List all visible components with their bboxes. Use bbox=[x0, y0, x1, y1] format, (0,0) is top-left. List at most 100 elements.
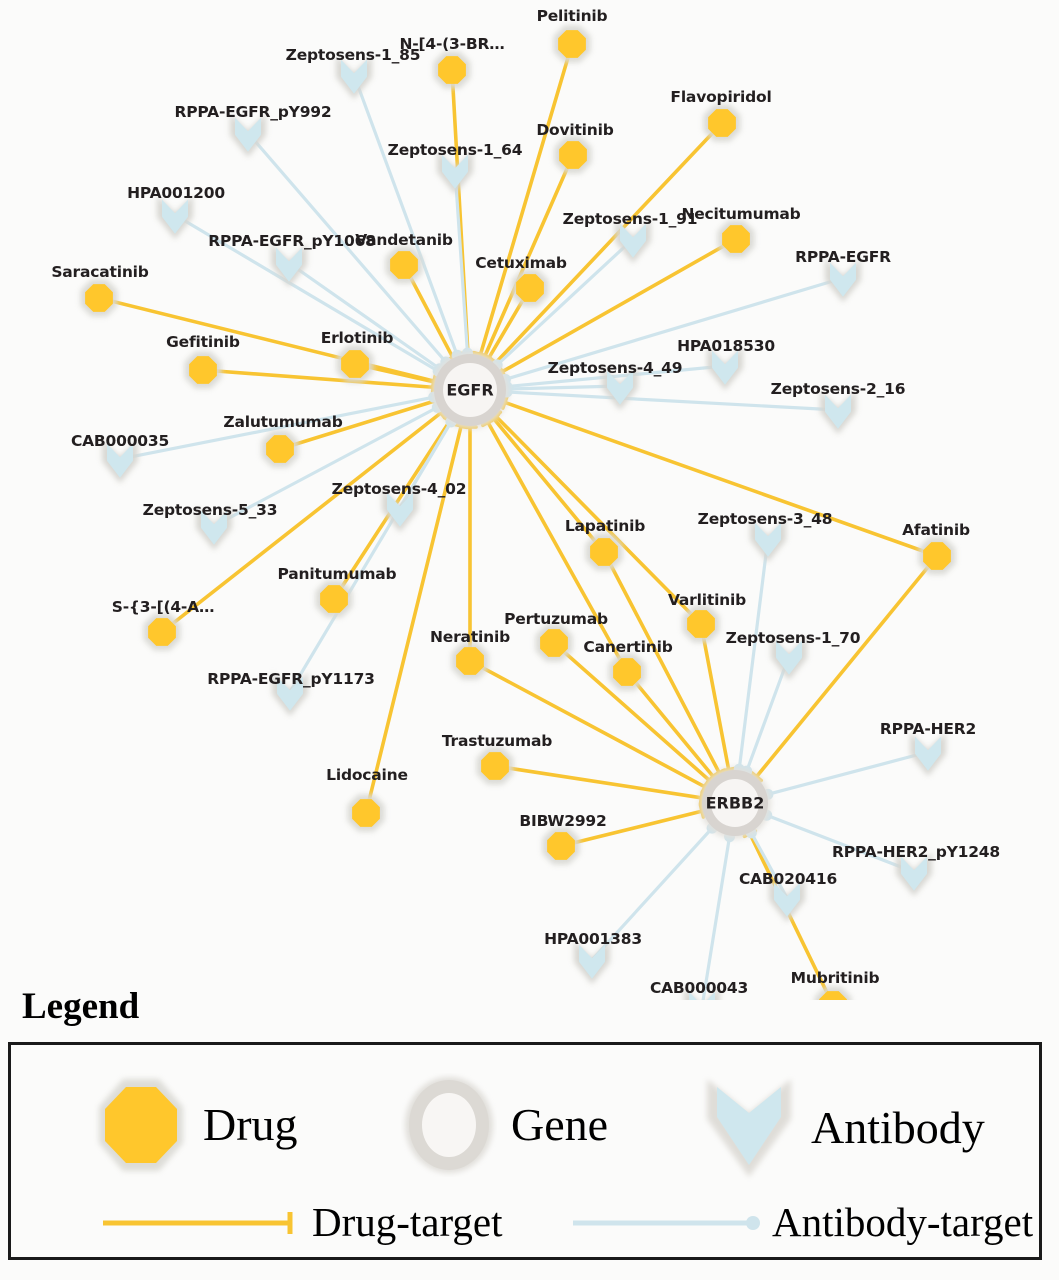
drug-node[interactable] bbox=[347, 794, 385, 832]
antibody-target-edge bbox=[118, 395, 436, 461]
gene-node[interactable] bbox=[699, 767, 771, 839]
drug-node[interactable] bbox=[184, 351, 222, 389]
drug-node[interactable] bbox=[553, 25, 591, 63]
drug-target-edge bbox=[491, 416, 606, 554]
drug-octagon-icon bbox=[687, 610, 715, 638]
antibody-vee-icon bbox=[442, 154, 468, 189]
antibody-node[interactable] bbox=[196, 506, 232, 551]
drug-node[interactable] bbox=[315, 580, 353, 618]
antibody-target-edge bbox=[749, 831, 789, 900]
antibody-node[interactable] bbox=[825, 258, 861, 303]
drug-node-label: Canertinib bbox=[583, 638, 673, 656]
drug-node[interactable] bbox=[608, 653, 646, 691]
antibody-vee-icon bbox=[825, 394, 851, 429]
antibody-node[interactable] bbox=[910, 732, 946, 777]
drug-target-edge bbox=[503, 400, 939, 558]
gene-ring-icon bbox=[405, 1077, 493, 1173]
antibody-node-label: RPPA-EGFR bbox=[795, 248, 891, 266]
antibody-target-edge bbox=[288, 420, 453, 694]
antibody-node[interactable] bbox=[684, 987, 720, 1000]
legend-label-antibody: Antibody bbox=[811, 1102, 985, 1153]
antibody-target-edge bbox=[246, 131, 448, 364]
drug-target-edge bbox=[493, 121, 724, 365]
drug-octagon-icon bbox=[540, 629, 568, 657]
drug-target-edge bbox=[493, 764, 704, 800]
drug-node[interactable] bbox=[814, 986, 852, 1001]
antibody-node[interactable] bbox=[820, 390, 856, 435]
antibody-node[interactable] bbox=[336, 55, 372, 100]
drug-target-edge bbox=[625, 670, 716, 779]
antibody-node[interactable] bbox=[437, 150, 473, 195]
drug-node[interactable] bbox=[143, 613, 181, 651]
drug-octagon-icon bbox=[558, 30, 586, 58]
antibody-node[interactable] bbox=[382, 488, 418, 533]
drug-target-edge bbox=[699, 622, 731, 772]
antibody-target-edge bbox=[173, 213, 440, 373]
antibody-vee-icon bbox=[107, 443, 133, 478]
antibody-target-edge bbox=[505, 364, 727, 389]
drug-octagon-icon bbox=[390, 251, 418, 279]
drug-node[interactable] bbox=[682, 605, 720, 643]
antibody-node[interactable] bbox=[750, 518, 786, 563]
antibody-node-label: RPPA-EGFR_pY992 bbox=[174, 103, 332, 121]
antibody-node[interactable] bbox=[271, 243, 307, 288]
legend-label-drug: Drug bbox=[203, 1099, 298, 1150]
antibody-node[interactable] bbox=[102, 439, 138, 484]
antibody-node[interactable] bbox=[707, 346, 743, 391]
drug-node[interactable] bbox=[918, 537, 956, 575]
drug-node-label: Lidocaine bbox=[326, 766, 408, 784]
antibody-target-edge bbox=[503, 276, 845, 381]
drug-octagon-icon bbox=[266, 435, 294, 463]
drug-node-label: Trastuzumab bbox=[441, 732, 553, 750]
drug-node[interactable] bbox=[585, 533, 623, 571]
drug-node[interactable] bbox=[336, 345, 374, 383]
antibody-vee-icon bbox=[620, 223, 646, 258]
antibody-node[interactable] bbox=[157, 195, 193, 240]
antibody-node[interactable] bbox=[896, 852, 932, 897]
antibody-node[interactable] bbox=[230, 113, 266, 158]
drug-node[interactable] bbox=[451, 642, 489, 680]
gene-node[interactable] bbox=[431, 351, 509, 429]
drug-node-label: Panitumumab bbox=[277, 565, 397, 583]
drug-target-edge bbox=[559, 809, 704, 848]
edges-layer bbox=[97, 42, 939, 1000]
drug-target-edge bbox=[483, 153, 575, 358]
drug-target-edge bbox=[201, 368, 435, 390]
legend-item-antibody: Antibody bbox=[701, 1073, 985, 1183]
drug-node[interactable] bbox=[511, 269, 549, 307]
drug-node[interactable] bbox=[433, 51, 471, 89]
drug-node[interactable] bbox=[554, 136, 592, 174]
antibody-target-edge bbox=[737, 536, 770, 771]
drug-target-edge bbox=[478, 42, 574, 357]
antibody-node-label: Zeptosens-1_85 bbox=[285, 46, 421, 64]
drug-node-label: Varlitinib bbox=[667, 591, 747, 609]
antibody-vee-icon bbox=[387, 492, 413, 527]
drug-octagon-icon bbox=[819, 991, 847, 1000]
drug-node[interactable] bbox=[717, 220, 755, 258]
antibody-node[interactable] bbox=[769, 878, 805, 923]
drug-node-label: Cetuximab bbox=[475, 254, 567, 272]
drug-node[interactable] bbox=[80, 279, 118, 317]
drug-target-edge bbox=[748, 831, 833, 1000]
drug-node[interactable] bbox=[385, 246, 423, 284]
drug-node[interactable] bbox=[535, 624, 573, 662]
drug-octagon-icon bbox=[438, 56, 466, 84]
antibody-node[interactable] bbox=[771, 636, 807, 681]
antibody-node[interactable] bbox=[602, 366, 638, 411]
antibody-node[interactable] bbox=[574, 940, 610, 985]
antibody-vee-icon bbox=[755, 522, 781, 557]
drug-node[interactable] bbox=[703, 104, 741, 142]
drug-octagon-icon bbox=[481, 752, 509, 780]
antibody-node[interactable] bbox=[615, 219, 651, 264]
drug-node-label: Pelitinib bbox=[536, 7, 608, 25]
drug-target-edge-icon bbox=[103, 1211, 293, 1234]
drug-node[interactable] bbox=[476, 747, 514, 785]
antibody-vee-icon bbox=[341, 59, 367, 94]
drug-node-label: Gefitinib bbox=[166, 333, 240, 351]
antibody-target-edge bbox=[765, 813, 916, 874]
drug-node[interactable] bbox=[261, 430, 299, 468]
antibody-target-edge bbox=[766, 750, 930, 796]
antibody-node[interactable] bbox=[272, 672, 308, 717]
drug-node[interactable] bbox=[542, 827, 580, 865]
antibody-node-label: RPPA-EGFR_pY1173 bbox=[207, 670, 375, 688]
